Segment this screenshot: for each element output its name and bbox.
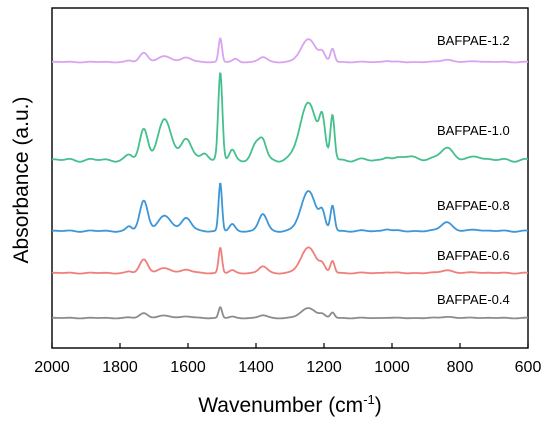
y-axis-title: Absorbance (a.u.) [10,97,33,264]
x-tick-label: 1000 [374,359,410,376]
x-tick-label: 1400 [238,359,274,376]
spectrum-line-bafpae-0.8 [51,182,528,233]
spectrum-line-bafpae-0.6 [51,246,528,275]
x-tick-label: 2000 [34,359,70,376]
x-tick-label: 1200 [306,359,342,376]
series-labels: BAFPAE-1.2 BAFPAE-1.0 BAFPAE-0.8 BAFPAE-0.6… [437,33,510,307]
x-axis-ticks: 2000 1800 1600 1400 1200 1000 800 600 [34,343,541,376]
series-label: BAFPAE-0.6 [437,248,510,263]
x-axis-title: Wavenumber (cm-1) [198,392,382,417]
spectrum-line-bafpae-1.2 [52,37,528,64]
series-label: BAFPAE-0.8 [437,198,510,213]
series-label: BAFPAE-1.2 [437,33,510,48]
spectra-curves [51,37,529,320]
spectrum-line-bafpae-0.4 [52,306,528,320]
x-tick-label: 600 [515,359,542,376]
series-label: BAFPAE-1.0 [437,123,510,138]
x-tick-label: 800 [447,359,474,376]
series-label: BAFPAE-0.4 [437,292,510,307]
plot-frame [51,7,529,349]
x-tick-label: 1600 [170,359,206,376]
x-tick-label: 1800 [102,359,138,376]
spectrum-line-bafpae-1.0 [51,72,529,163]
